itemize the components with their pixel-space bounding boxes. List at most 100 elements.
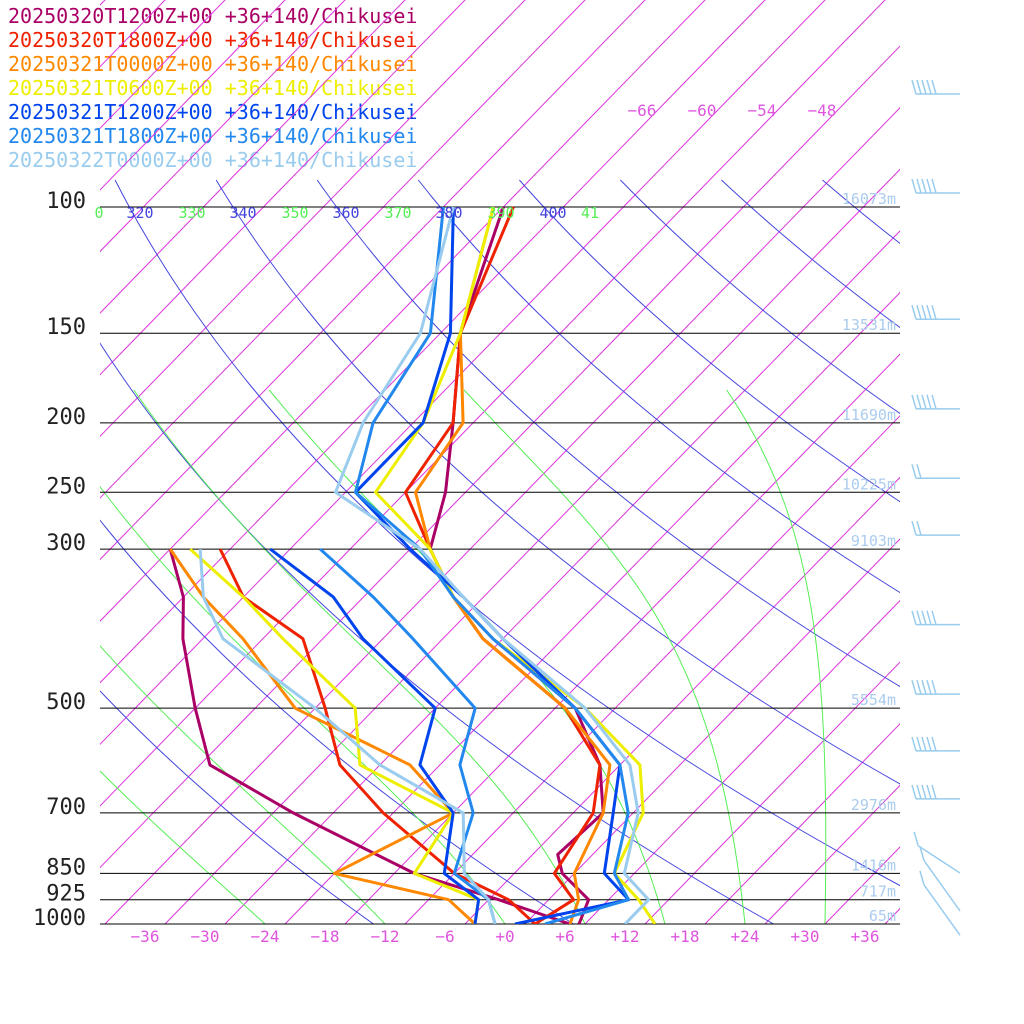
dry-adiabat	[620, 179, 900, 415]
wind-barb	[911, 305, 960, 320]
wind-barb-flag	[921, 79, 927, 95]
moist-adiabat	[726, 389, 827, 924]
isotherm	[100, 0, 286, 191]
wind-barb	[919, 870, 961, 936]
dewpoint-line	[218, 548, 537, 924]
wind-barb-flag	[913, 831, 919, 847]
wind-barb-flag	[911, 305, 917, 320]
dry-adiabat	[114, 179, 900, 887]
isotherm	[100, 0, 706, 622]
isotherm	[0, 0, 64, 924]
wind-barb-flag	[931, 79, 937, 95]
wind-barb-flag	[926, 79, 932, 95]
wind-barb-flag	[931, 305, 937, 320]
isotherm	[100, 0, 166, 68]
wind-barb-staff	[917, 845, 961, 874]
wind-barb-staff	[923, 860, 961, 912]
legend-entry: 20250320T1800Z+00 +36+140/Chikusei	[8, 28, 418, 52]
wind-barb	[911, 79, 960, 95]
isotherm	[100, 0, 646, 561]
pressure-tick-label: 850	[46, 855, 86, 880]
temperature-tick-label: +6	[555, 927, 574, 946]
upper-isotherm-label: −66	[628, 101, 657, 120]
dewpoint-line	[189, 547, 481, 924]
moist-adiabat	[905, 390, 950, 924]
temperature-tick-label: −30	[191, 927, 220, 946]
temperature-line	[414, 206, 612, 924]
isotherm	[704, 723, 900, 924]
temperature-line	[334, 206, 651, 924]
isotherm	[644, 661, 900, 924]
temperature-line	[354, 206, 631, 924]
wind-barb-flag	[921, 736, 927, 752]
wind-barb-flag	[916, 178, 922, 194]
temperature-tick-label: −24	[251, 927, 280, 946]
isotherm	[100, 0, 766, 684]
wind-barb-flag	[916, 679, 922, 695]
temperature-tick-label: −6	[435, 927, 454, 946]
height-label: 1416m	[851, 856, 896, 874]
isotherm	[584, 599, 900, 924]
legend-entry: 20250321T1200Z+00 +36+140/Chikusei	[8, 100, 418, 124]
isotherm	[100, 0, 586, 499]
wind-barb-flag	[931, 784, 937, 800]
pressure-tick-label: 925	[46, 882, 86, 907]
wind-barb	[911, 520, 960, 536]
wind-barb-flag	[911, 610, 917, 625]
isotherm	[344, 353, 900, 924]
wind-barb	[911, 736, 960, 752]
wind-barb-flag	[926, 394, 932, 410]
wind-barb-flag	[911, 736, 917, 752]
temperature-tick-label: +12	[611, 927, 640, 946]
wind-barb-flag	[916, 520, 922, 536]
wind-barb-flag	[911, 679, 917, 695]
isotherm	[404, 415, 900, 924]
wind-barb-flag	[911, 784, 917, 800]
temperature-line	[354, 206, 631, 924]
wind-barb-flag	[916, 784, 922, 800]
legend-entry: 20250320T1200Z+00 +36+140/Chikusei	[8, 4, 418, 28]
theta-label: 380	[435, 204, 462, 222]
wind-barb-flag	[926, 305, 932, 320]
isotherm	[100, 0, 106, 6]
dewpoint-line	[269, 547, 481, 924]
wind-barb-flag	[916, 79, 922, 95]
moist-adiabat	[100, 770, 266, 924]
wind-barb-flag	[926, 178, 932, 194]
pressure-tick-label: 200	[46, 405, 86, 430]
wind-barb	[911, 610, 960, 626]
dewpoint-line	[319, 547, 497, 924]
height-label: 5554m	[851, 691, 896, 709]
wind-barb	[919, 846, 961, 912]
dry-adiabat	[100, 342, 774, 924]
wind-barb-flag	[921, 394, 927, 410]
temperature-tick-label: +30	[791, 927, 820, 946]
isotherm	[100, 0, 526, 438]
isotherm	[0, 0, 4, 924]
isotherm	[224, 230, 900, 924]
height-label: 10225m	[842, 475, 896, 493]
wind-barb-flag	[911, 394, 917, 410]
dry-adiabat	[100, 690, 374, 924]
wind-barb-flag	[931, 610, 937, 625]
isotherm	[104, 107, 900, 924]
temperature-tick-label: +0	[495, 927, 514, 946]
theta-label: 330	[178, 204, 205, 222]
wind-barb	[911, 464, 960, 480]
wind-barb-flag	[921, 784, 927, 800]
wind-barb-flag	[921, 305, 927, 320]
legend-entry: 20250321T0000Z+00 +36+140/Chikusei	[8, 52, 418, 76]
isotherm	[945, 0, 1024, 924]
pressure-tick-label: 700	[46, 795, 86, 820]
legend-entry: 20250322T0000Z+00 +36+140/Chikusei	[8, 148, 418, 172]
isotherm	[100, 0, 406, 314]
dry-adiabat	[721, 179, 900, 329]
legend-entry: 20250321T0600Z+00 +36+140/Chikusei	[8, 76, 418, 100]
height-label: 13531m	[842, 316, 896, 334]
isotherm	[764, 784, 900, 924]
wind-barb-flag	[926, 784, 932, 800]
moist-adiabat	[100, 645, 386, 924]
wind-barb-flag	[931, 679, 937, 695]
isotherm	[164, 168, 900, 924]
wind-barb-flag	[931, 178, 937, 194]
